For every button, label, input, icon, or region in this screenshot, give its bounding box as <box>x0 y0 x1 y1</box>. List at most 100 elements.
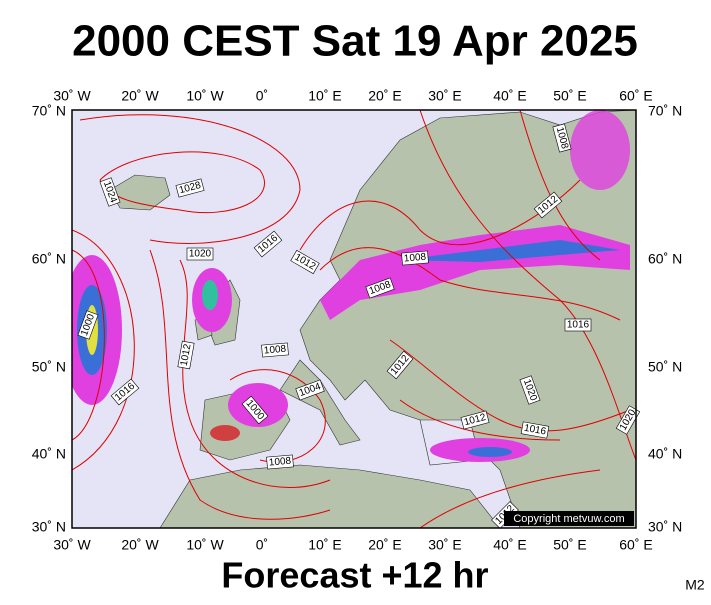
isobar-label-box <box>241 395 269 425</box>
lat-label-right: 40˚ N <box>648 446 682 462</box>
isobar <box>389 339 631 432</box>
isobar-label-text: 1008 <box>403 252 427 265</box>
isobar-label-box <box>261 342 289 358</box>
isobar-label: 1008 <box>261 342 289 358</box>
precip <box>400 240 620 262</box>
isobar-label-box <box>186 247 214 261</box>
lon-label-top: 40˚ E <box>493 88 526 104</box>
isobar-label-box <box>552 123 572 153</box>
africa <box>159 464 501 528</box>
isobar-label-text: 1008 <box>268 456 292 469</box>
isobar <box>99 151 265 214</box>
lon-label-bottom: 60˚ E <box>619 537 652 553</box>
lat-label-left: 60˚ N <box>32 251 66 267</box>
isobar-label: 1020 <box>186 247 214 261</box>
lon-label-bottom: 10˚ E <box>308 537 341 553</box>
lon-label-top: 50˚ E <box>553 88 586 104</box>
isobar-label-box <box>99 177 121 207</box>
lat-label-left: 30˚ N <box>32 519 66 535</box>
lon-label-top: 20˚ W <box>121 88 159 104</box>
isobar-label: 1012 <box>460 410 490 430</box>
lon-label-top: 30˚ W <box>53 88 91 104</box>
lat-label-right: 50˚ N <box>648 359 682 375</box>
lon-label-bottom: 20˚ E <box>368 537 401 553</box>
lon-label-top: 10˚ E <box>308 88 341 104</box>
isobar-label-box <box>266 454 294 470</box>
isobar-label: 1016 <box>564 318 592 332</box>
isobar <box>319 247 621 321</box>
lat-label-right: 70˚ N <box>648 103 682 119</box>
lon-label-top: 0˚ <box>256 88 268 104</box>
lon-label-top: 30˚ E <box>428 88 461 104</box>
isobar-label: 1028 <box>175 178 205 198</box>
isobar-label-box <box>533 191 563 219</box>
isobar <box>149 249 331 520</box>
isobar-label: 1012 <box>177 340 195 370</box>
copyright: Copyright metvuw.com <box>513 513 624 525</box>
precip <box>202 280 218 310</box>
isobar <box>79 114 301 244</box>
isobar-label-box <box>519 375 541 405</box>
isobar-label-box <box>564 318 592 332</box>
isobar-label-box <box>77 310 99 340</box>
isobar-label-box <box>401 250 429 266</box>
frame <box>71 109 637 529</box>
model: M2 <box>685 577 705 593</box>
lat-label-left: 70˚ N <box>32 103 66 119</box>
isobar <box>399 399 561 441</box>
lon-label-top: 20˚ E <box>368 88 401 104</box>
lon-label-bottom: 10˚ W <box>186 537 224 553</box>
precip <box>468 447 512 457</box>
isobar <box>299 179 581 251</box>
lon-label-bottom: 50˚ E <box>553 537 586 553</box>
isobar <box>419 469 601 528</box>
isobar <box>72 249 105 441</box>
isobar-label-text: 1008 <box>263 344 287 357</box>
lon-label-bottom: 30˚ E <box>428 537 461 553</box>
isobar-label-box <box>253 230 283 258</box>
forecast: Forecast +12 hr <box>221 555 488 596</box>
isobar-label: 1008 <box>266 454 294 470</box>
copyright-box <box>504 511 634 526</box>
lat-label-left: 50˚ N <box>32 359 66 375</box>
lon-label-bottom: 0˚ <box>256 537 268 553</box>
lat-label-right: 60˚ N <box>648 251 682 267</box>
isobar-label: 1008 <box>552 123 572 153</box>
isobar-label-text: 1016 <box>567 320 590 331</box>
isobar-label-box <box>365 277 395 299</box>
lat-label-right: 30˚ N <box>648 519 682 535</box>
title: 2000 CEST Sat 19 Apr 2025 <box>72 17 638 66</box>
isobar-label-box <box>175 178 205 198</box>
isobar-label-text: 1020 <box>189 249 212 260</box>
italy-france <box>279 359 361 446</box>
precip <box>210 425 240 441</box>
lat-label-left: 40˚ N <box>32 446 66 462</box>
isobar-label-box <box>386 350 414 380</box>
isobar-label-box <box>460 410 490 430</box>
isobar <box>229 369 326 463</box>
isobar <box>179 259 331 488</box>
lon-label-bottom: 20˚ W <box>121 537 159 553</box>
iceland <box>109 174 171 211</box>
isobar-label-box <box>110 378 140 406</box>
lon-label-top: 10˚ W <box>186 88 224 104</box>
lon-label-top: 60˚ E <box>619 88 652 104</box>
isobar-label-text: 1016 <box>523 423 547 438</box>
isobar-label-box <box>520 421 550 439</box>
isobar-label-box <box>177 340 195 370</box>
axes: 30˚ W 30˚ W 20˚ W 20˚ W 10˚ W 10˚ W 0˚ 0˚ 10˚ E 1… <box>32 88 682 553</box>
isobar <box>72 229 135 471</box>
isobar-label-box <box>290 249 320 275</box>
isobars <box>72 110 636 528</box>
isobar-label: 1008 <box>401 250 429 266</box>
isobar-label: 1016 <box>520 421 550 439</box>
lon-label-bottom: 40˚ E <box>493 537 526 553</box>
isobar-label-box <box>615 405 641 435</box>
isobar <box>419 110 636 461</box>
lon-label-bottom: 30˚ W <box>53 537 91 553</box>
isobar-label-box <box>295 379 325 401</box>
isobar-label-text: 1012 <box>179 343 194 367</box>
precip <box>570 110 630 190</box>
